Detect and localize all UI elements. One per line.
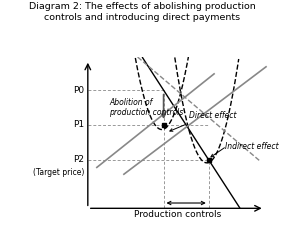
Text: P2: P2 xyxy=(73,155,84,164)
Text: Abolition of
production controls: Abolition of production controls xyxy=(109,98,184,117)
Text: P0: P0 xyxy=(73,86,84,95)
Text: (Target price): (Target price) xyxy=(33,168,84,177)
X-axis label: Production controls: Production controls xyxy=(134,210,222,219)
Text: Indirect effect: Indirect effect xyxy=(225,142,279,151)
Text: Diagram 2: The effects of abolishing production
controls and introducing direct : Diagram 2: The effects of abolishing pro… xyxy=(29,2,255,22)
Text: Direct effect: Direct effect xyxy=(189,111,236,121)
Text: P1: P1 xyxy=(73,121,84,129)
